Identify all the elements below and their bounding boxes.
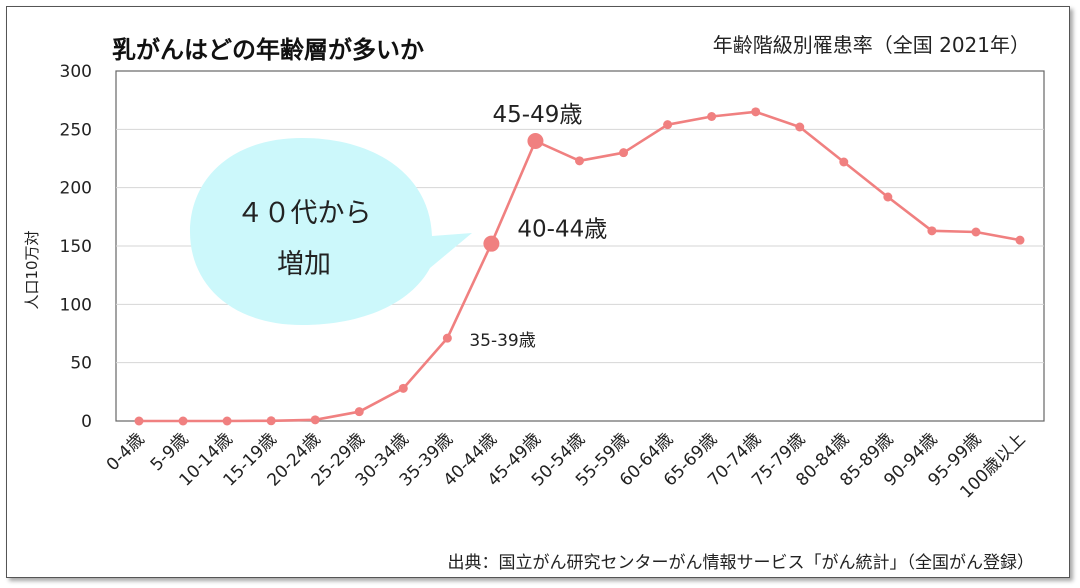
data-point: [266, 416, 276, 426]
y-axis-label: 人口10万対: [23, 230, 41, 309]
data-point: [442, 333, 452, 343]
data-point: [310, 415, 320, 425]
callout-line-2: 増加: [277, 249, 331, 280]
chart-title: 乳がんはどの年齢層が多いか: [112, 36, 424, 64]
data-point: [575, 156, 584, 166]
y-tick-label: 200: [60, 179, 92, 199]
x-tick-labels: 0-4歳5-9歳10-14歳15-19歳20-24歳25-29歳30-34歳35…: [103, 429, 1030, 502]
highlight-point: [483, 235, 500, 252]
data-point: [178, 416, 188, 426]
annotation-label: 45-49歳: [493, 102, 583, 128]
data-point: [883, 192, 893, 202]
y-tick-label: 300: [60, 62, 92, 82]
callout-line-1: ４０代から: [237, 198, 372, 229]
data-point: [795, 122, 805, 132]
data-point: [927, 226, 937, 236]
data-point: [839, 157, 849, 167]
y-tick-labels: 0 50 100 150 200 250 300: [60, 62, 92, 432]
source-note: 出典：国立がん研究センターがん情報サービス「がん統計」（全国がん登録）: [448, 553, 1035, 573]
x-tick-label: 0-4歳: [103, 429, 149, 475]
y-tick-label: 150: [60, 237, 92, 257]
y-tick-label: 50: [70, 354, 92, 374]
data-point: [222, 416, 232, 426]
y-tick-label: 100: [60, 295, 92, 315]
chart-frame: [6, 6, 1070, 578]
highlight-point: [527, 133, 544, 149]
data-point: [354, 407, 364, 417]
annotation-label: 40-44歳: [517, 217, 607, 243]
data-point: [398, 383, 408, 393]
annotation-label: 35-39歳: [469, 331, 535, 351]
callout-bubble: ４０代から 増加: [190, 138, 472, 325]
data-series: [134, 107, 1025, 426]
data-point: [134, 416, 144, 426]
data-point: [751, 107, 761, 117]
annotations: 35-39歳 40-44歳 45-49歳: [469, 102, 607, 351]
chart-subtitle: 年齢階級別罹患率（全国 2021年）: [713, 33, 1030, 57]
data-point: [619, 148, 629, 158]
data-point: [707, 112, 717, 121]
y-tick-label: 0: [81, 412, 92, 432]
y-tick-label: 250: [60, 120, 92, 140]
data-point: [1015, 235, 1025, 245]
data-point: [663, 120, 673, 130]
data-point: [971, 227, 981, 237]
